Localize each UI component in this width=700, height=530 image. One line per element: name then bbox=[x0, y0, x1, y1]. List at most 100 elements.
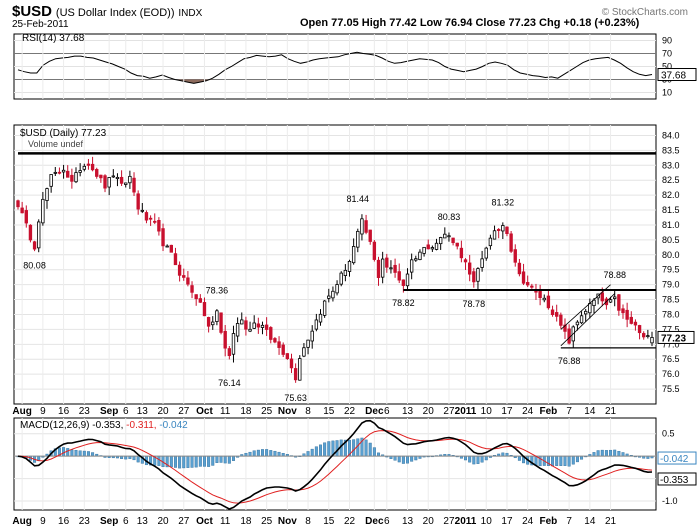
macd-histogram-bar bbox=[256, 449, 260, 457]
candle-body bbox=[364, 220, 368, 233]
symbol: $USD bbox=[12, 3, 52, 20]
candle-body bbox=[385, 257, 389, 268]
macd-histogram-bar bbox=[327, 441, 331, 457]
x-tick-label: 6 bbox=[123, 406, 129, 417]
rsi-tick-label: 50 bbox=[662, 62, 672, 72]
candle-body bbox=[53, 171, 57, 174]
x-tick-label: 13 bbox=[402, 516, 414, 527]
macd-histogram-bar bbox=[82, 450, 86, 457]
price-frame bbox=[13, 124, 657, 405]
x-tick-label: 21 bbox=[605, 406, 617, 417]
price-annotation: 75.63 bbox=[284, 393, 307, 403]
candle-body bbox=[182, 275, 186, 278]
macd-histogram-bar bbox=[352, 439, 356, 457]
x-tick-label: 18 bbox=[240, 406, 252, 417]
macd-legend-hist: -0.042 bbox=[159, 420, 188, 431]
x-tick-label: 27 bbox=[443, 406, 455, 417]
macd-legend-main: MACD(12,26,9) -0.353, bbox=[20, 420, 123, 431]
channel-line bbox=[560, 284, 611, 330]
candle-body bbox=[405, 273, 410, 287]
price-tick-label: 81.5 bbox=[662, 205, 680, 215]
candle-body bbox=[501, 225, 505, 232]
candle-body bbox=[629, 316, 633, 324]
macd-histogram-bar bbox=[269, 450, 273, 457]
x-tick-label: Dec bbox=[365, 516, 384, 527]
candle-body bbox=[633, 321, 638, 326]
candle-body bbox=[575, 321, 580, 326]
x-tick-label: 23 bbox=[79, 406, 91, 417]
macd-histogram-bar bbox=[62, 447, 66, 457]
x-tick-label: Aug bbox=[12, 516, 31, 527]
macd-histogram-bar bbox=[86, 451, 90, 457]
candle-body bbox=[496, 229, 501, 231]
macd-histogram-bar bbox=[555, 455, 559, 466]
x-tick-label: 9 bbox=[40, 516, 46, 527]
candle-body bbox=[451, 237, 455, 244]
rsi-legend-text: RSI(14) 37.68 bbox=[22, 33, 85, 44]
x-tick-label: 13 bbox=[402, 406, 414, 417]
x-tick-label: 24 bbox=[522, 406, 534, 417]
candle-body bbox=[244, 320, 248, 330]
macd-panel: 0.50.0-0.5-1.0-0.042-0.353 bbox=[13, 417, 697, 511]
candle-body bbox=[157, 220, 161, 232]
quote-line: Open 77.05 High 77.42 Low 76.94 Close 77… bbox=[300, 17, 640, 29]
candle-body bbox=[480, 258, 484, 268]
price-tick-label: 79.0 bbox=[662, 280, 680, 290]
x-tick-label: 11 bbox=[220, 516, 231, 527]
channel-line bbox=[560, 293, 615, 347]
candle-body bbox=[66, 170, 70, 178]
candle-body bbox=[165, 245, 169, 248]
macd-histogram-bar bbox=[551, 455, 555, 467]
candle-body bbox=[335, 284, 339, 294]
candle-body bbox=[252, 322, 256, 329]
candle-body bbox=[397, 271, 401, 281]
candle-body bbox=[621, 308, 625, 314]
candle-body bbox=[559, 314, 563, 326]
candle-body bbox=[650, 337, 654, 344]
candle-body bbox=[256, 323, 261, 328]
price-legend-text: $USD (Daily) 77.23 bbox=[20, 128, 107, 139]
candle-body bbox=[617, 294, 621, 311]
x-tick-label: 2011 bbox=[455, 516, 477, 527]
candle-body bbox=[550, 309, 555, 316]
candle-body bbox=[124, 182, 128, 185]
x-tick-label: 10 bbox=[481, 406, 493, 417]
candle-body bbox=[24, 210, 28, 224]
macd-histogram-bar bbox=[178, 455, 182, 469]
price-annotation: 78.78 bbox=[463, 299, 486, 309]
macd-hist-label: -0.042 bbox=[660, 454, 689, 465]
x-tick-label: Feb bbox=[540, 406, 558, 417]
x-tick-label: Nov bbox=[278, 406, 297, 417]
candle-body bbox=[310, 330, 314, 342]
candle-body bbox=[509, 233, 513, 252]
x-tick-label: 2011 bbox=[455, 406, 477, 417]
candle-body bbox=[302, 347, 306, 357]
candle-body bbox=[488, 237, 493, 247]
x-tick-label: 13 bbox=[137, 406, 149, 417]
price-tick-label: 83.0 bbox=[662, 160, 680, 170]
candle-body bbox=[555, 312, 559, 317]
macd-legend: MACD(12,26,9) -0.353, -0.311, -0.042 bbox=[20, 420, 188, 431]
price-annotation: 78.88 bbox=[603, 270, 626, 280]
candle-body bbox=[70, 174, 74, 182]
macd-histogram-bar bbox=[406, 455, 410, 464]
macd-histogram-bar bbox=[66, 448, 70, 457]
macd-histogram-bar bbox=[314, 446, 318, 457]
candle-body bbox=[211, 321, 215, 326]
candle-body bbox=[331, 290, 335, 299]
candle-body bbox=[434, 242, 439, 250]
watermark: © StockCharts.com bbox=[602, 7, 688, 18]
candle-body bbox=[20, 207, 24, 214]
candle-body bbox=[526, 282, 530, 286]
macd-histogram-bar bbox=[609, 449, 613, 457]
candle-body bbox=[443, 233, 447, 239]
rsi-panel: 907050301037.68 bbox=[13, 33, 697, 100]
x-tick-label: 10 bbox=[481, 516, 493, 527]
candle-body bbox=[235, 323, 240, 337]
price-current-label: 77.23 bbox=[661, 333, 686, 344]
price-annotation: 80.83 bbox=[438, 212, 461, 222]
x-tick-label: 13 bbox=[137, 516, 149, 527]
macd-histogram-bar bbox=[157, 455, 161, 466]
macd-histogram-bar bbox=[617, 451, 621, 457]
